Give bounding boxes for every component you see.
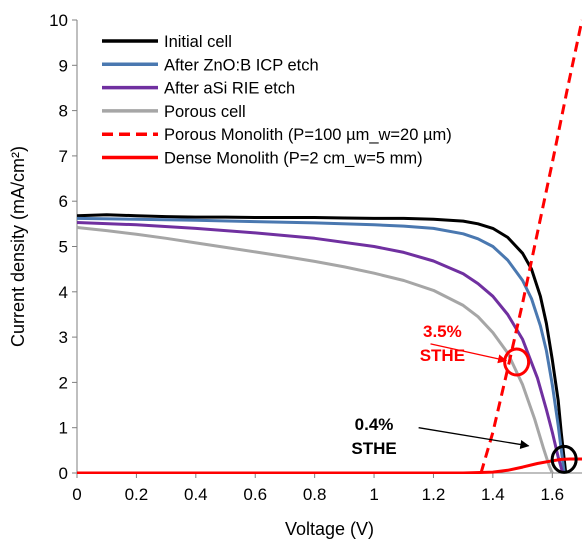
x-tick-label: 0.6 [243, 485, 267, 504]
series-line-dense-monolith-p-2-cm-w-5-mm [77, 457, 582, 474]
annotation-arrow [418, 427, 530, 449]
legend-label: Porous cell [164, 103, 246, 121]
series-line-porous-cell [77, 226, 554, 474]
y-tick-label: 10 [49, 11, 68, 30]
series-line-porous-monolith-p-100-m-w-20-m [479, 19, 582, 474]
x-tick-label: 1.6 [540, 485, 564, 504]
series-layer [77, 19, 582, 474]
annotation-layer: 3.5% STHE 0.4% STHE [351, 322, 578, 474]
series-line-after-asi-rie-etch [77, 221, 565, 474]
legend: Initial cell After ZnO:B ICP etch After aS… [102, 33, 452, 168]
annotation-circle [550, 444, 578, 474]
y-tick-label: 4 [59, 283, 68, 302]
x-tick-label: 1 [369, 485, 378, 504]
y-tick-label: 5 [59, 238, 68, 257]
x-tick-label: 0.4 [184, 485, 208, 504]
annotation-label: STHE [351, 439, 396, 458]
y-tick-label: 9 [59, 56, 68, 75]
axes-layer: 0 1 2 3 4 5 6 7 8 9 10 0 0.2 0.4 0.6 0.8 1 1.2 1.4 1.6 [49, 11, 582, 504]
y-tick-label: 6 [59, 192, 68, 211]
annotation-circle [503, 347, 531, 377]
x-axis-title: Voltage (V) [285, 519, 374, 539]
legend-label: After ZnO:B ICP etch [164, 56, 319, 74]
x-tick-label: 0.2 [125, 485, 149, 504]
legend-label: Initial cell [164, 33, 232, 51]
annotation-label: 0.4% [355, 415, 394, 434]
annotation-label: STHE [420, 346, 465, 365]
legend-label: After aSi RIE etch [164, 80, 295, 98]
y-tick-label: 0 [59, 464, 68, 483]
x-tick-label: 1.2 [422, 485, 446, 504]
y-tick-label: 2 [59, 373, 68, 392]
legend-label: Dense Monolith (P=2 cm_w=5 mm) [164, 150, 423, 168]
y-tick-label: 8 [59, 102, 68, 121]
y-tick-label: 3 [59, 328, 68, 347]
annotation-arrow [430, 343, 508, 364]
series-line-initial-cell [77, 213, 568, 474]
annotation-label: 3.5% [423, 322, 462, 341]
y-tick-label: 7 [59, 147, 68, 166]
x-tick-label: 0.8 [303, 485, 327, 504]
x-tick-label: 0 [72, 485, 81, 504]
legend-label: Porous Monolith (P=100 µm_w=20 µm) [164, 126, 452, 144]
y-tick-label: 1 [59, 419, 68, 438]
y-axis-title: Current density (mA/cm²) [8, 146, 28, 347]
series-line-after-zno-b-icp-etch [77, 216, 566, 474]
x-tick-label: 1.4 [481, 485, 505, 504]
